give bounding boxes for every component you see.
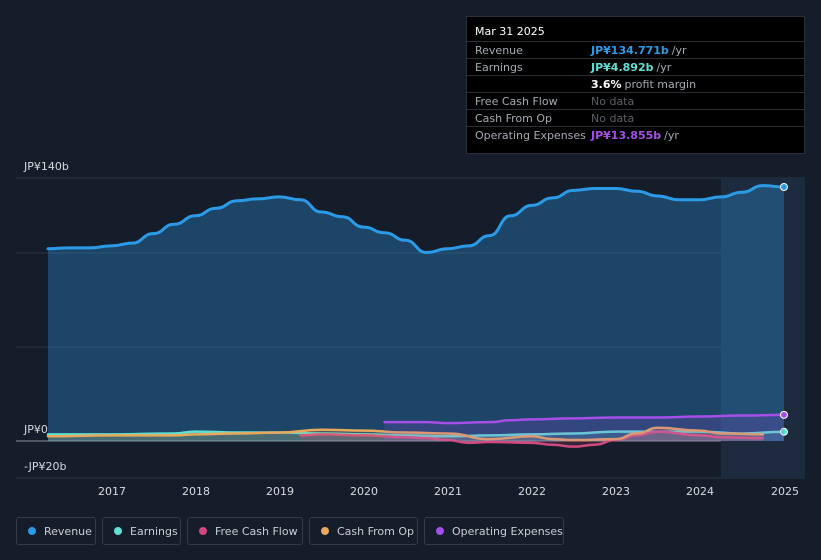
- chart-grid: [16, 177, 805, 479]
- tooltip-row-unit: /yr: [671, 44, 687, 57]
- tooltip-row-value: JP¥4.892b/yr: [591, 61, 672, 74]
- forecast-shading: [720, 178, 805, 478]
- x-tick-label: 2021: [434, 485, 462, 498]
- x-tick-label: 2017: [98, 485, 126, 498]
- tooltip-row: Earnings JP¥4.892b/yr: [467, 58, 804, 76]
- x-tick-label: 2018: [182, 485, 210, 498]
- tooltip-row-label: Revenue: [475, 44, 523, 57]
- operating-expenses-end-point: [779, 410, 788, 419]
- free-cash-flow-line: [299, 430, 765, 448]
- tooltip-row-label: Operating Expenses: [475, 129, 586, 142]
- x-axis-ticks: 2017 2018 2019 2020 2021 2022 2023 2024 2025: [98, 485, 799, 498]
- legend-item-earnings[interactable]: Earnings: [102, 517, 181, 545]
- tooltip-row-value: JP¥134.771b/yr: [591, 44, 687, 57]
- tooltip-row-label: Earnings: [475, 61, 523, 74]
- cash-from-op-area: [48, 427, 763, 441]
- tooltip-row-unit: profit margin: [624, 78, 697, 91]
- legend-label: Free Cash Flow: [215, 524, 298, 538]
- series-layer: [46, 183, 788, 448]
- tooltip-row-unit: /yr: [664, 129, 679, 142]
- tooltip-row-label: Free Cash Flow: [475, 95, 558, 108]
- y-axis-label-top: JP¥140b: [23, 160, 69, 173]
- tooltip-row: Revenue JP¥134.771b/yr: [467, 41, 804, 59]
- y-axis-label-bottom: -JP¥20b: [24, 460, 66, 473]
- tooltip-row-value: JP¥13.855b/yr: [591, 129, 679, 142]
- legend-label: Operating Expenses: [452, 524, 563, 538]
- x-tick-label: 2023: [602, 485, 630, 498]
- legend-item-cash-from-op[interactable]: Cash From Op: [309, 517, 418, 545]
- tooltip-row-nodata: No data: [591, 95, 635, 108]
- revenue-area: [48, 185, 784, 441]
- x-tick-label: 2025: [771, 485, 799, 498]
- tooltip-row: 3.6% profit margin: [467, 75, 804, 93]
- tooltip-row-value: 3.6% profit margin: [591, 78, 697, 91]
- tooltip-row: Free Cash Flow No data: [467, 92, 804, 110]
- tooltip-row: Cash From Op No data: [467, 109, 804, 127]
- legend-label: Cash From Op: [337, 524, 415, 538]
- legend-dot-icon: [321, 527, 329, 535]
- x-tick-label: 2022: [518, 485, 546, 498]
- legend-item-revenue[interactable]: Revenue: [16, 517, 96, 545]
- legend-dot-icon: [199, 527, 207, 535]
- x-tick-label: 2019: [266, 485, 294, 498]
- earnings-end-point: [779, 427, 788, 436]
- revenue-line: [46, 184, 786, 255]
- operating-expenses-line: [383, 413, 786, 425]
- legend-item-operating-expenses[interactable]: Operating Expenses: [424, 517, 564, 545]
- cash-from-op-line: [46, 426, 765, 442]
- legend-item-free-cash-flow[interactable]: Free Cash Flow: [187, 517, 303, 545]
- tooltip-row: Operating Expenses JP¥13.855b/yr: [467, 126, 804, 144]
- tooltip-row-nodata: No data: [591, 112, 635, 125]
- legend-dot-icon: [114, 527, 122, 535]
- legend-label: Revenue: [44, 524, 92, 538]
- tooltip-panel: Mar 31 2025 Revenue JP¥134.771b/yr Earning…: [466, 16, 805, 154]
- operating-expenses-area: [384, 414, 784, 441]
- y-axis-label-zero: JP¥0: [23, 423, 48, 436]
- legend-label: Earnings: [130, 524, 178, 538]
- tooltip-date: Mar 31 2025: [475, 25, 545, 38]
- tooltip-row-label: Cash From Op: [475, 112, 553, 125]
- legend-dot-icon: [28, 527, 36, 535]
- x-tick-label: 2020: [350, 485, 378, 498]
- legend-dot-icon: [436, 527, 444, 535]
- tooltip-row-unit: /yr: [656, 61, 672, 74]
- free-cash-flow-area: [300, 431, 763, 447]
- x-tick-label: 2024: [686, 485, 714, 498]
- revenue-end-point: [779, 183, 788, 191]
